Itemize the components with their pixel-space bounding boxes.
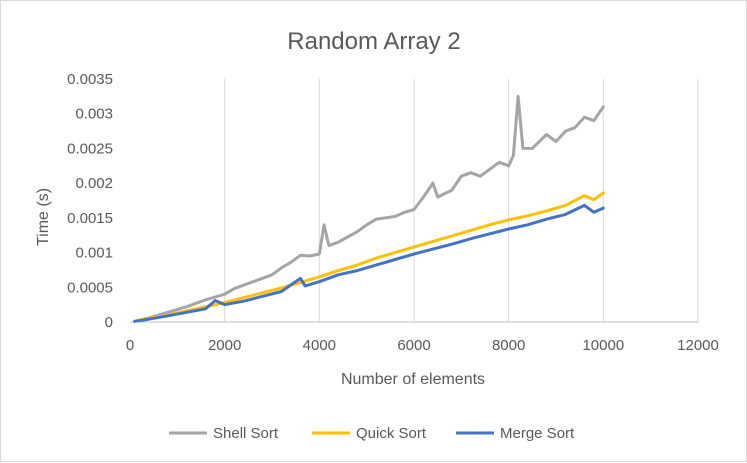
x-tick-label: 12000 [677, 337, 719, 354]
y-tick-label: 0 [105, 314, 113, 331]
y-tick-label: 0.0015 [67, 210, 113, 227]
chart-title: Random Array 2 [287, 28, 460, 55]
series-lines [133, 94, 605, 323]
y-tick-label: 0.001 [75, 245, 113, 262]
legend-label-merge-sort: Merge Sort [500, 425, 575, 442]
x-tick-label: 10000 [582, 337, 624, 354]
x-tick-label: 8000 [492, 337, 525, 354]
legend-label-quick-sort: Quick Sort [356, 425, 427, 442]
series-line-quick-sort [133, 191, 605, 323]
x-axis-label: Number of elements [341, 371, 485, 388]
y-axis-label: Time (s) [35, 188, 52, 246]
legend-label-shell-sort: Shell Sort [213, 425, 279, 442]
y-tick-label: 0.002 [75, 175, 113, 192]
x-tick-label: 0 [126, 337, 134, 354]
x-axis-ticks: 0 2000 4000 6000 8000 10000 12000 [126, 337, 719, 354]
legend: Shell Sort Quick Sort Merge Sort [169, 425, 575, 442]
y-tick-label: 0.0005 [67, 279, 113, 296]
x-tick-label: 6000 [397, 337, 430, 354]
y-tick-label: 0.0025 [67, 140, 113, 157]
y-tick-label: 0.003 [75, 106, 113, 123]
x-tick-label: 2000 [208, 337, 241, 354]
x-tick-label: 4000 [303, 337, 336, 354]
y-tick-label: 0.0035 [67, 71, 113, 88]
y-axis-ticks: 0 0.0005 0.001 0.0015 0.002 0.0025 0.003 0.0035 [67, 71, 113, 331]
gridlines [130, 79, 699, 323]
series-line-shell-sort [133, 94, 605, 323]
series-line-merge-sort [133, 203, 605, 323]
